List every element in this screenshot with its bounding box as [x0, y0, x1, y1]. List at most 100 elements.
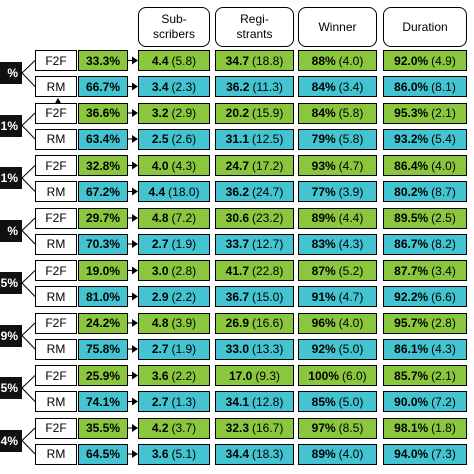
rm-dur-cell: 90.0% (7.2) [383, 391, 467, 412]
cell-range-value: (17.2) [252, 158, 284, 173]
arrow-right-icon [132, 397, 138, 406]
rm-win-cell: 84% (3.4) [298, 76, 377, 97]
cell-main-value: 2.7 [151, 342, 169, 356]
f2f-row-label: F2F [35, 365, 77, 386]
rm-win-cell: 83% (4.3) [298, 233, 377, 255]
cell-range-value: (5.8) [338, 106, 364, 120]
f2f-percentage: 35.5% [78, 417, 128, 439]
cell-range-value: (12.5) [252, 132, 284, 146]
cell-range-value: (3.4) [338, 79, 364, 94]
cell-main-value: 93% [311, 158, 336, 173]
cell-main-value: 34.1 [225, 394, 249, 409]
rm-reg-cell: 36.2 (24.7) [215, 181, 294, 202]
column-header-dur: Duration [383, 7, 467, 47]
f2f-win-cell: 84% (5.8) [298, 102, 377, 124]
cell-range-value: (12.7) [252, 237, 284, 251]
cell-range-value: (2.8) [171, 263, 197, 278]
rm-win-cell: 92% (5.0) [298, 338, 377, 360]
cell-main-value: 86.1% [394, 342, 429, 356]
rm-dur-cell: 94.0% (7.3) [383, 443, 467, 465]
cell-main-value: 34.4 [225, 447, 249, 461]
cell-range-value: (12.8) [252, 394, 284, 409]
f2f-dur-cell: 92.0% (4.9) [383, 50, 467, 71]
cell-main-value: 17.0 [228, 368, 253, 383]
rm-row-label: RM [35, 338, 77, 360]
branch-line [21, 335, 36, 350]
rm-row-label: RM [35, 443, 77, 465]
rm-dur-cell: 93.2% (5.4) [383, 128, 467, 150]
cell-main-value: 79% [311, 132, 336, 146]
rm-reg-cell: 36.7 (15.0) [215, 286, 294, 307]
f2f-row-label: F2F [35, 260, 77, 281]
cell-main-value: 90.0% [394, 394, 429, 409]
cell-range-value: (15.0) [252, 289, 284, 304]
cell-main-value: 3.0 [151, 263, 169, 278]
cell-range-value: (1.9) [171, 237, 197, 251]
branch-line [21, 60, 36, 74]
f2f-row-label: F2F [35, 50, 77, 71]
f2f-reg-cell: 24.7 (17.2) [215, 155, 294, 176]
cell-range-value: (5.0) [338, 394, 364, 409]
cell-main-value: 86.7% [394, 237, 429, 251]
cell-main-value: 89% [311, 211, 336, 225]
population-percentage-tag: 1% [0, 167, 22, 189]
header-line-1: Winner [318, 19, 357, 34]
cell-range-value: (2.3) [171, 79, 197, 94]
cell-range-value: (4.7) [338, 158, 364, 173]
cell-range-value: (2.6) [171, 132, 197, 146]
rm-row-label: RM [35, 181, 77, 202]
cell-main-value: 84% [311, 79, 336, 94]
f2f-win-cell: 89% (4.4) [298, 207, 377, 229]
cell-main-value: 3.6 [151, 368, 169, 383]
f2f-subs-cell: 3.2 (2.9) [138, 102, 210, 124]
branch-line [21, 125, 36, 140]
rm-percentage: 63.4% [78, 128, 128, 150]
f2f-win-cell: 96% (4.0) [298, 312, 377, 334]
cell-main-value: 92.2% [394, 289, 429, 304]
cell-main-value: 2.7 [151, 394, 169, 409]
cell-main-value: 4.8 [151, 316, 169, 330]
f2f-win-cell: 87% (5.2) [298, 260, 377, 281]
rm-subs-cell: 2.5 (2.6) [138, 128, 210, 150]
rm-dur-cell: 86.1% (4.3) [383, 338, 467, 360]
cell-main-value: 80.2% [394, 184, 429, 199]
branch-line [21, 375, 36, 389]
cell-range-value: (3.4) [431, 263, 456, 278]
cell-main-value: 88% [311, 53, 336, 68]
rm-percentage: 75.8% [78, 338, 128, 360]
arrow-right-icon [132, 266, 138, 275]
f2f-subs-cell: 4.0 (4.3) [138, 155, 210, 176]
rm-win-cell: 91% (4.7) [298, 286, 377, 307]
rm-dur-cell: 80.2% (8.7) [383, 181, 467, 202]
cell-range-value: (4.4) [338, 211, 364, 225]
cell-main-value: 89.5% [394, 211, 429, 225]
cell-range-value: (16.6) [252, 316, 284, 330]
cell-range-value: (24.7) [252, 184, 284, 199]
f2f-subs-cell: 4.2 (3.7) [138, 417, 210, 439]
f2f-reg-cell: 34.7 (18.8) [215, 50, 294, 71]
arrow-right-icon [132, 371, 138, 380]
rm-row-label: RM [35, 76, 77, 97]
f2f-row-label: F2F [35, 207, 77, 229]
rm-percentage: 74.1% [78, 391, 128, 412]
cell-main-value: 36.2 [225, 184, 249, 199]
rm-win-cell: 79% (5.8) [298, 128, 377, 150]
population-percentage-tag: % [0, 219, 22, 242]
rm-row-label: RM [35, 286, 77, 307]
cell-main-value: 4.8 [151, 211, 169, 225]
column-header-reg: Regi-strants [215, 7, 294, 47]
cell-main-value: 85% [311, 394, 336, 409]
cell-range-value: (22.8) [252, 263, 284, 278]
branch-line [21, 230, 36, 245]
cell-main-value: 33.7 [225, 237, 249, 251]
cell-range-value: (3.9) [171, 316, 197, 330]
cell-range-value: (6.0) [342, 368, 367, 383]
cell-main-value: 92% [311, 342, 336, 356]
branch-line [21, 72, 36, 87]
cell-main-value: 93.2% [394, 132, 429, 146]
cell-range-value: (8.7) [431, 184, 456, 199]
rm-reg-cell: 36.2 (11.3) [215, 76, 294, 97]
cell-main-value: 2.9 [151, 289, 169, 304]
f2f-reg-cell: 17.0 (9.3) [215, 365, 294, 386]
cell-range-value: (4.7) [338, 289, 364, 304]
